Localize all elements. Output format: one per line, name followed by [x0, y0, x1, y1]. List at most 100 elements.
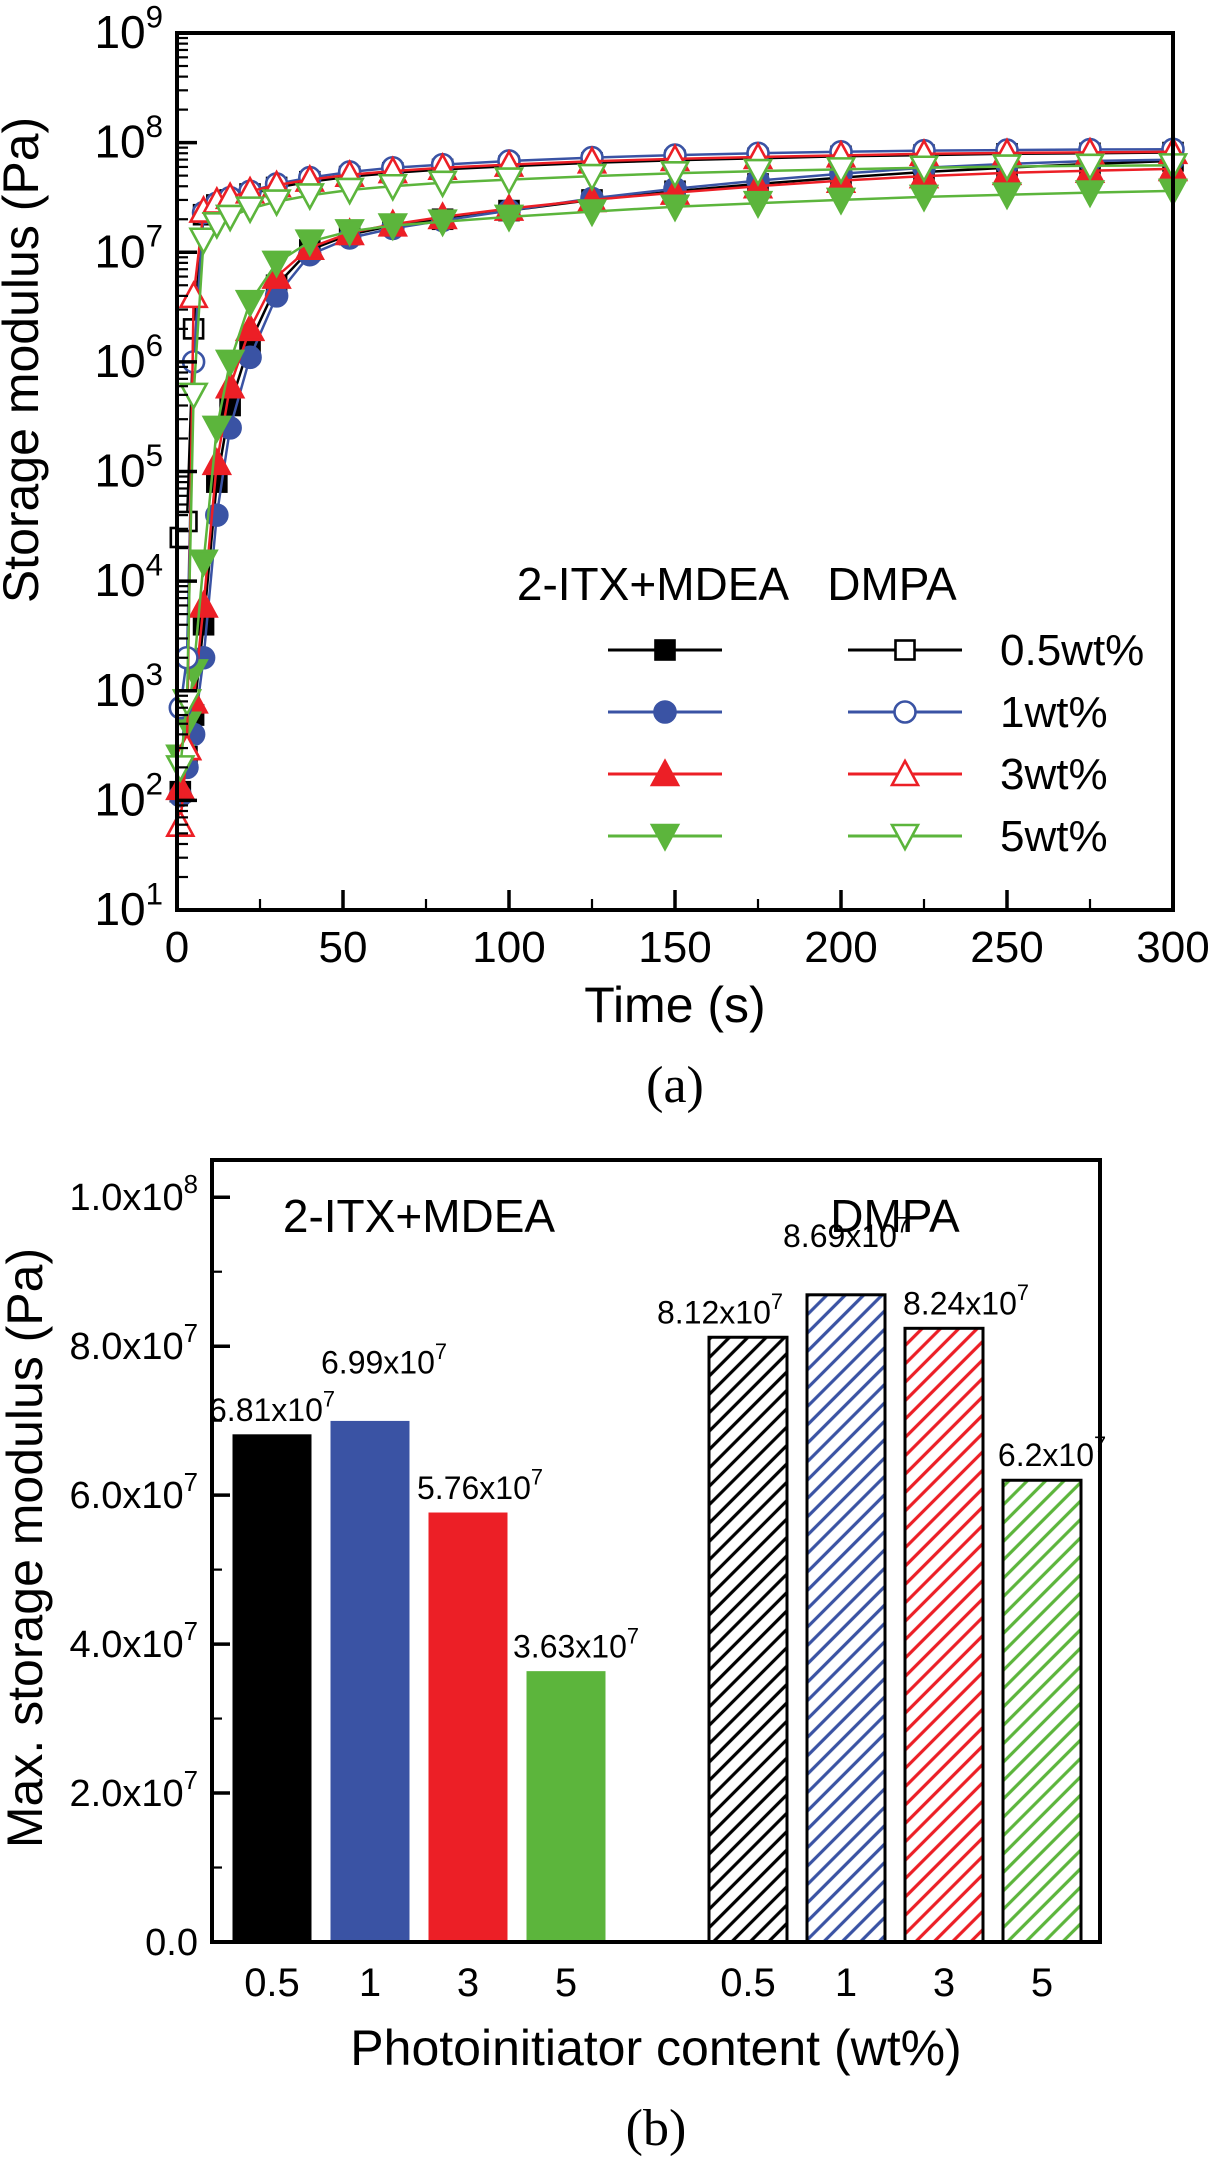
bar-value-label: 8.12x107	[657, 1289, 783, 1330]
panel-b-x-tick-label: 1	[359, 1961, 381, 2005]
panel-b-plot-area	[210, 1158, 1102, 1944]
series-marker-3	[991, 182, 1023, 211]
panel-b-x-axis-title: Photoinitiator content (wt%)	[350, 2020, 961, 2076]
legend-row-label: 5wt%	[1000, 812, 1108, 861]
series-marker-7	[234, 196, 266, 225]
bar-dmpa-3	[903, 1326, 985, 1944]
panel-b-y-axis-title: Max. storage modulus (Pa)	[0, 1248, 53, 1848]
series-marker-3	[377, 213, 408, 242]
series-marker-7	[659, 161, 691, 190]
panel-b-x-tick-label: 0.5	[720, 1961, 776, 2005]
panel-a-y-tick-label: 101	[94, 876, 163, 935]
bar-dmpa-5	[1001, 1478, 1083, 1944]
panel-a-x-tick-label: 0	[165, 923, 189, 972]
bar-value-label: 8.69x107	[783, 1212, 909, 1253]
panel-a-chart: 2-ITX+MDEA DMPA 0.5wt% 1wt% 3wt% 5wt% Storage…	[0, 0, 1210, 1114]
panel-a-y-tick-label: 106	[94, 328, 163, 387]
panel-b-x-tick-label: 3	[457, 1961, 479, 2005]
series-marker-7	[825, 157, 857, 186]
panel-a-plot-area	[165, 31, 1189, 912]
series-marker-3	[214, 349, 246, 378]
series-marker-7	[334, 177, 365, 206]
series-marker-7	[377, 173, 408, 202]
panel-b-x-tick-label: 0.5	[244, 1961, 300, 2005]
panel-b-y-tick-label: 2.0x107	[70, 1767, 198, 1815]
legend-row-label: 1wt%	[1000, 688, 1108, 737]
series-marker-2	[188, 589, 219, 618]
series-marker-3	[576, 199, 608, 228]
series-marker-3	[334, 219, 365, 248]
bar-2-itx-mdea-1	[330, 1420, 410, 1943]
panel-b-y-tick-label: 6.0x107	[70, 1469, 198, 1517]
panel-b-chart: Max. storage modulus (Pa) Photoinitiator…	[0, 1158, 1106, 2157]
series-marker-3	[188, 549, 219, 578]
series-marker-7	[294, 183, 325, 212]
legend-marker-filled	[649, 758, 681, 787]
series-marker-3	[742, 190, 774, 219]
bar-value-label: 6.81x107	[209, 1386, 335, 1427]
series-marker-7	[576, 163, 608, 192]
series-marker-7	[188, 227, 219, 256]
bar-dmpa-0.5	[707, 1335, 789, 1944]
panel-b-y-tick-label: 4.0x107	[70, 1618, 198, 1666]
legend-header-itx: 2-ITX+MDEA	[517, 558, 790, 610]
series-marker-2	[234, 313, 266, 342]
series-marker-2	[201, 447, 233, 476]
series-line-7	[179, 164, 1174, 768]
panel-a-legend: 2-ITX+MDEA DMPA 0.5wt% 1wt% 3wt% 5wt%	[517, 558, 1144, 861]
series-marker-3	[201, 415, 233, 444]
bar-value-label: 6.99x107	[321, 1339, 447, 1380]
series-marker-3	[261, 250, 292, 279]
panel-b-y-tick-label: 8.0x107	[70, 1320, 198, 1368]
legend-marker-open	[894, 639, 916, 661]
bar-2-itx-mdea-3	[428, 1512, 508, 1943]
panel-b-axis-box	[210, 1158, 1102, 1944]
series-marker-7	[991, 154, 1023, 183]
panel-b-x-tick-label: 3	[933, 1961, 955, 2005]
bar-2-itx-mdea-5	[526, 1671, 606, 1943]
panel-a-x-tick-label: 100	[472, 923, 545, 972]
panel-b-group-header-itx: 2-ITX+MDEA	[283, 1190, 556, 1242]
panel-a-label: (a)	[646, 1057, 704, 1114]
panel-a-y-tick-label: 105	[94, 438, 163, 497]
series-marker-7	[908, 155, 940, 184]
panel-a-x-axis-title: Time (s)	[584, 977, 765, 1033]
series-marker-3	[825, 187, 857, 216]
bar-2-itx-mdea-0.5	[232, 1434, 312, 1943]
bar-value-label: 5.76x107	[417, 1465, 543, 1506]
legend-marker-filled	[649, 823, 681, 852]
panel-a-y-tick-label: 104	[94, 547, 163, 606]
legend-marker-open	[889, 823, 921, 852]
panel-a-x-tick-label: 250	[970, 923, 1043, 972]
series-marker-7	[742, 158, 774, 187]
series-marker-3	[908, 184, 940, 213]
legend-marker-filled	[654, 639, 676, 661]
legend-row-label: 3wt%	[1000, 750, 1108, 799]
series-marker-3	[234, 289, 266, 318]
bar-value-label: 6.2x107	[998, 1432, 1106, 1473]
series-marker-7	[214, 204, 246, 233]
series-marker-3	[659, 194, 691, 223]
legend-marker-open	[889, 758, 921, 787]
series-marker-3	[427, 209, 458, 238]
bar-value-label: 3.63x107	[513, 1623, 639, 1664]
legend-row-label: 0.5wt%	[1000, 626, 1144, 675]
panel-a-y-axis-title: Storage modulus (Pa)	[0, 117, 49, 603]
series-marker-7	[261, 189, 292, 218]
panel-b-group-header-dmpa: DMPA	[830, 1190, 960, 1242]
panel-a-x-tick-label: 50	[319, 923, 368, 972]
series-marker-3	[294, 229, 325, 258]
panel-a-y-tick-label: 107	[94, 219, 163, 278]
series-marker-7	[427, 170, 458, 199]
panel-a-y-tick-label: 102	[94, 767, 163, 826]
panel-a-y-tick-label: 103	[94, 657, 163, 716]
panel-b-x-tick-label: 5	[555, 1961, 577, 2005]
panel-b-x-tick-label: 5	[1031, 1961, 1053, 2005]
series-marker-7	[493, 167, 525, 196]
panel-a-y-tick-label: 108	[94, 109, 163, 168]
series-marker-3	[1074, 180, 1106, 209]
panel-a-x-tick-label: 300	[1136, 923, 1209, 972]
panel-b-label: (b)	[626, 2100, 687, 2157]
panel-a-x-tick-label: 200	[804, 923, 877, 972]
